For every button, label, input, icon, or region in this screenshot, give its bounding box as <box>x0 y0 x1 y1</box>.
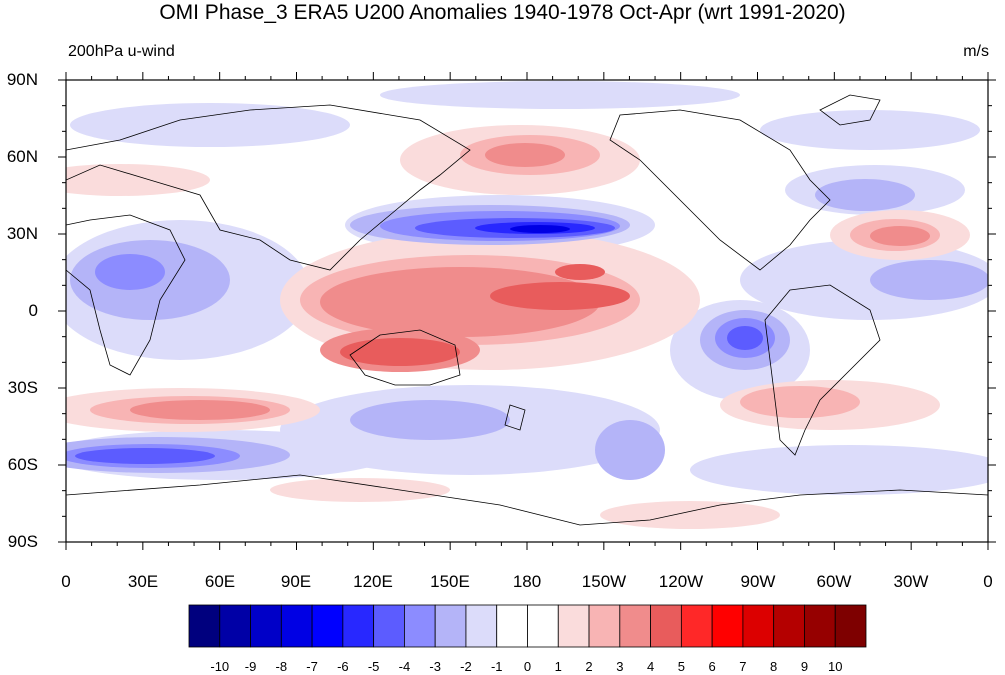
colorbar-label: 0 <box>523 659 532 674</box>
lon-label: 0 <box>61 572 71 591</box>
units-label: m/s <box>963 43 989 60</box>
lat-label: 60N <box>6 147 38 166</box>
colorbar-swatch <box>742 604 775 648</box>
colorbar-label: -9 <box>244 659 257 674</box>
colorbar-label: -10 <box>210 659 230 674</box>
anomaly-region <box>760 110 980 150</box>
colorbar-label: 9 <box>800 659 809 674</box>
colorbar-swatch <box>773 604 805 648</box>
colorbar-label: -4 <box>398 659 411 674</box>
lon-label: 120E <box>353 572 393 591</box>
axis-ticks <box>58 72 996 550</box>
anomaly-region <box>727 326 763 350</box>
anomaly-region <box>95 254 165 290</box>
anomaly-region <box>340 338 460 366</box>
lon-label: 90W <box>740 572 776 591</box>
lon-label: 30E <box>127 572 159 591</box>
lon-label: 150W <box>581 572 627 591</box>
colorbar-swatch <box>619 604 651 648</box>
colorbar-swatch <box>804 604 836 648</box>
lat-label: 0 <box>28 301 38 320</box>
colorbar <box>188 604 867 648</box>
anomaly-region <box>75 448 215 464</box>
colorbar-label: 10 <box>827 659 843 674</box>
colorbar-label: -1 <box>490 659 503 674</box>
anomaly-region <box>690 445 988 495</box>
anomaly-region <box>66 164 210 196</box>
anomaly-region <box>595 420 665 480</box>
lon-label: 150E <box>430 572 470 591</box>
colorbar-swatch <box>711 604 744 648</box>
lon-label: 60E <box>204 572 236 591</box>
colorbar-label: 1 <box>554 659 562 674</box>
anomaly-region <box>490 282 630 310</box>
anomaly-region <box>485 143 565 167</box>
colorbar-swatch <box>219 604 251 648</box>
anomaly-region <box>740 240 988 320</box>
lat-label: 60S <box>7 455 38 474</box>
lat-label: 30N <box>6 224 38 243</box>
lon-label: 120W <box>658 572 704 591</box>
colorbar-swatch <box>188 604 221 648</box>
lat-label: 90N <box>6 70 38 89</box>
figure-title: OMI Phase_3 ERA5 U200 Anomalies 1940-197… <box>159 1 846 24</box>
colorbar-label: 7 <box>739 659 747 674</box>
coastlines <box>66 94 988 526</box>
colorbar-label: -5 <box>367 659 380 674</box>
colorbar-swatch <box>373 604 405 648</box>
colorbar-swatch <box>557 604 590 648</box>
lon-label: 90E <box>280 572 312 591</box>
anomaly-region <box>740 386 860 418</box>
lat-label: 90S <box>7 532 38 551</box>
anomaly-region <box>270 478 450 502</box>
lat-label: 30S <box>7 378 38 397</box>
anomaly-region <box>555 264 605 280</box>
lon-label: 60W <box>816 572 852 591</box>
colorbar-label: 4 <box>646 659 655 674</box>
colorbar-label: 5 <box>677 659 685 674</box>
lon-label: 0 <box>983 572 993 591</box>
left-string: 200hPa u-wind <box>68 43 175 60</box>
anomaly-region <box>600 501 780 529</box>
colorbar-swatch <box>434 604 467 648</box>
colorbar-swatch <box>342 604 375 648</box>
colorbar-swatch <box>404 604 436 648</box>
anomaly-region <box>815 179 915 211</box>
lon-label: 180 <box>512 572 542 591</box>
anomaly-region <box>350 400 510 440</box>
colorbar-label: -7 <box>306 659 318 674</box>
colorbar-label: -6 <box>337 659 349 674</box>
anomaly-region <box>70 103 350 147</box>
colorbar-swatch <box>496 604 528 648</box>
colorbar-swatch <box>280 604 313 648</box>
colorbar-swatch <box>465 604 498 648</box>
colorbar-label: -8 <box>275 659 288 674</box>
colorbar-label: 8 <box>770 659 778 674</box>
anomaly-region <box>870 226 930 246</box>
lon-label: 30W <box>893 572 929 591</box>
colorbar-label: 6 <box>708 659 716 674</box>
anomaly-region <box>130 400 270 420</box>
colorbar-swatch <box>834 604 867 648</box>
colorbar-swatch <box>527 604 559 648</box>
colorbar-swatch <box>588 604 621 648</box>
colorbar-swatch <box>680 604 713 648</box>
colorbar-label: 2 <box>585 659 593 674</box>
colorbar-swatch <box>650 604 682 648</box>
anomaly-region <box>510 225 570 233</box>
colorbar-label: 3 <box>616 659 624 674</box>
colorbar-label: -3 <box>429 659 441 674</box>
colorbar-swatch <box>250 604 282 648</box>
colorbar-swatch <box>311 604 344 648</box>
anomaly-region <box>870 260 988 300</box>
anomaly-region <box>380 81 740 109</box>
anomaly-field <box>66 81 988 529</box>
colorbar-label: -2 <box>460 659 472 674</box>
